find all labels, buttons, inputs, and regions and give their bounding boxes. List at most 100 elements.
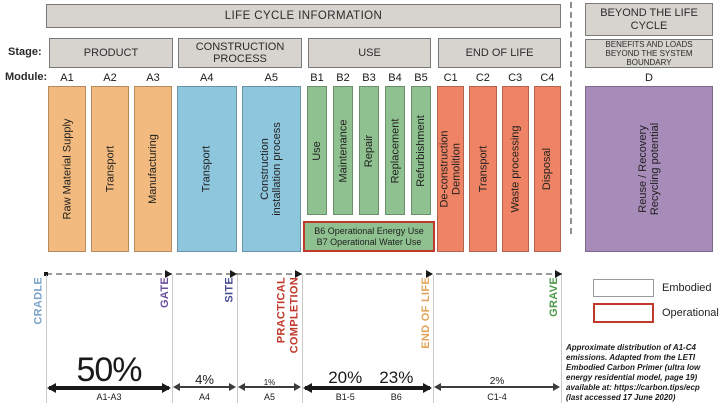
module-bar-b2-label: Maintenance (337, 119, 349, 182)
timeline-arrow-icon (555, 270, 562, 278)
module-code-b2: B2 (336, 72, 350, 84)
module-column-b1: B1 Use (307, 70, 327, 252)
b6-operational-energy-label: B6 Operational Energy Use (314, 225, 424, 236)
gridline-grave (561, 275, 562, 403)
distribution-segment-a5: 1% A5 (237, 340, 302, 404)
distribution-label-a5: A5 (263, 392, 275, 402)
module-code-b3: B3 (362, 72, 376, 84)
module-bar-b3-label: Repair (363, 134, 375, 167)
module-bar-c3-label: Waste processing (509, 125, 522, 213)
module-bar-c4: Disposal (533, 86, 561, 252)
timeline-arrow-icon (295, 270, 302, 278)
timeline-arrow-icon (165, 270, 172, 278)
module-bar-c2: Transport (469, 86, 497, 252)
module-code-c1: C1 (443, 72, 458, 84)
distribution-label-a4: A4 (198, 392, 210, 402)
module-bar-a2-label: Transport (104, 145, 117, 193)
group-construction-process: A4 Transport A5 Construction installatio… (177, 70, 301, 252)
module-bar-b2: Maintenance (333, 86, 353, 215)
milestone-gate: GATE (159, 277, 171, 308)
distribution-label-a1-a3: A1-A3 (96, 392, 122, 402)
distribution-segment-a4: 4% A4 (172, 340, 237, 404)
module-bar-c3: Waste processing (501, 86, 529, 252)
distribution-pct-b1-5: 20% (328, 368, 363, 387)
stage-benefits-and-loads: BENEFITS AND LOADS BEYOND THE SYSTEM BOU… (585, 39, 713, 68)
distribution-label-c1-4: C1-4 (487, 392, 507, 402)
module-column-a4: A4 Transport (177, 70, 237, 252)
module-column-a5: A5 Construction installation process (241, 70, 301, 252)
module-bar-a3-label: Manufacturing (147, 134, 159, 204)
life-cycle-information-header: LIFE CYCLE INFORMATION (46, 4, 561, 28)
distribution-label-b6: B6 (390, 392, 402, 402)
life-cycle-information-title: LIFE CYCLE INFORMATION (224, 10, 383, 22)
module-code-b1: B1 (310, 72, 324, 84)
module-code-a5: A5 (264, 72, 278, 84)
module-bar-a4-label: Transport (200, 145, 213, 193)
module-column-a2: A2 Transport (91, 70, 129, 252)
double-arrow-icon (47, 383, 171, 393)
module-code-a2: A2 (103, 72, 117, 84)
milestone-end-of-life: END OF LIFE (420, 277, 432, 349)
distribution-pct-b6: 23% (379, 368, 414, 387)
module-column-b4: B4 Replacement (385, 70, 405, 252)
module-bar-d-label: Reuse / Recovery Recycling potential (637, 122, 661, 216)
module-column-b2: B2 Maintenance (333, 70, 353, 252)
module-bar-c1: De-construction Demolition (437, 86, 465, 252)
stage-end-of-life: END OF LIFE (438, 38, 561, 68)
stage-use: USE (308, 38, 431, 68)
module-code-d: D (645, 72, 653, 84)
module-code-a1: A1 (60, 72, 74, 84)
module-bar-b5-label: Refurbishment (415, 114, 428, 187)
module-column-a1: A1 Raw Material Supply (48, 70, 86, 252)
double-arrow-icon (434, 383, 560, 391)
timeline-arrow-icon (426, 270, 433, 278)
distribution-pct-c1-4: 2% (489, 376, 505, 387)
module-code-c2: C2 (475, 72, 490, 84)
group-beyond-life-cycle: D Reuse / Recovery Recycling potential (585, 70, 713, 252)
stage-construction-process: CONSTRUCTION PROCESS (178, 38, 302, 68)
module-code-a3: A3 (146, 72, 160, 84)
module-column-c3: C3 Waste processing (501, 70, 529, 252)
gridline-site (237, 275, 238, 403)
module-row-label: Module: (5, 71, 48, 83)
group-use: B1 Use B2 Maintenance B3 Repair B4 Repla… (307, 70, 431, 252)
module-bar-b3: Repair (359, 86, 379, 215)
module-bar-b4: Replacement (385, 86, 405, 215)
module-code-a4: A4 (200, 72, 214, 84)
module-code-b4: B4 (388, 72, 402, 84)
double-arrow-icon (173, 383, 236, 391)
module-column-c1: C1 De-construction Demolition (437, 70, 465, 252)
timeline-dashed-line (46, 273, 562, 275)
distribution-segment-b1-b6: 20% 23% B1-5 B6 (302, 340, 433, 404)
module-code-c3: C3 (508, 72, 523, 84)
module-bar-a2: Transport (91, 86, 129, 252)
module-bar-a1: Raw Material Supply (48, 86, 86, 252)
double-arrow-icon (303, 383, 432, 393)
module-bar-a4: Transport (177, 86, 237, 252)
distribution-segment-c1-4: 2% C1-4 (433, 340, 561, 404)
gridline-end-of-life (433, 275, 434, 403)
group-product: A1 Raw Material Supply A2 Transport A3 M… (48, 70, 172, 252)
module-column-d: D Reuse / Recovery Recycling potential (585, 70, 713, 252)
stage-product: PRODUCT (49, 38, 173, 68)
module-bar-b1-label: Use (311, 140, 323, 161)
milestone-grave: GRAVE (548, 277, 560, 317)
gridline-practical-completion (302, 275, 303, 403)
legend-swatch-embodied (593, 279, 654, 297)
distribution-pct-a1-a3: 50% (76, 351, 142, 389)
module-bar-b1: Use (307, 86, 327, 215)
beyond-life-cycle-title: BEYOND THE LIFE CYCLE (600, 6, 698, 32)
module-bar-c2-label: Transport (476, 145, 489, 193)
module-bar-a3: Manufacturing (134, 86, 172, 252)
module-bar-c4-label: Disposal (541, 147, 554, 191)
milestone-site: SITE (224, 277, 236, 303)
distribution-pct-a4: 4% (195, 372, 214, 387)
double-arrow-icon (238, 383, 301, 391)
operational-b6-b7-box: B6 Operational Energy Use B7 Operational… (303, 221, 435, 252)
gridline-gate (172, 275, 173, 403)
module-code-c4: C4 (540, 72, 555, 84)
module-bar-a1-label: Raw Material Supply (61, 118, 73, 220)
module-column-b5: B5 Refurbishment (411, 70, 431, 252)
beyond-life-cycle-header: BEYOND THE LIFE CYCLE (585, 3, 713, 36)
distribution-pct-a5: 1% (263, 378, 276, 387)
